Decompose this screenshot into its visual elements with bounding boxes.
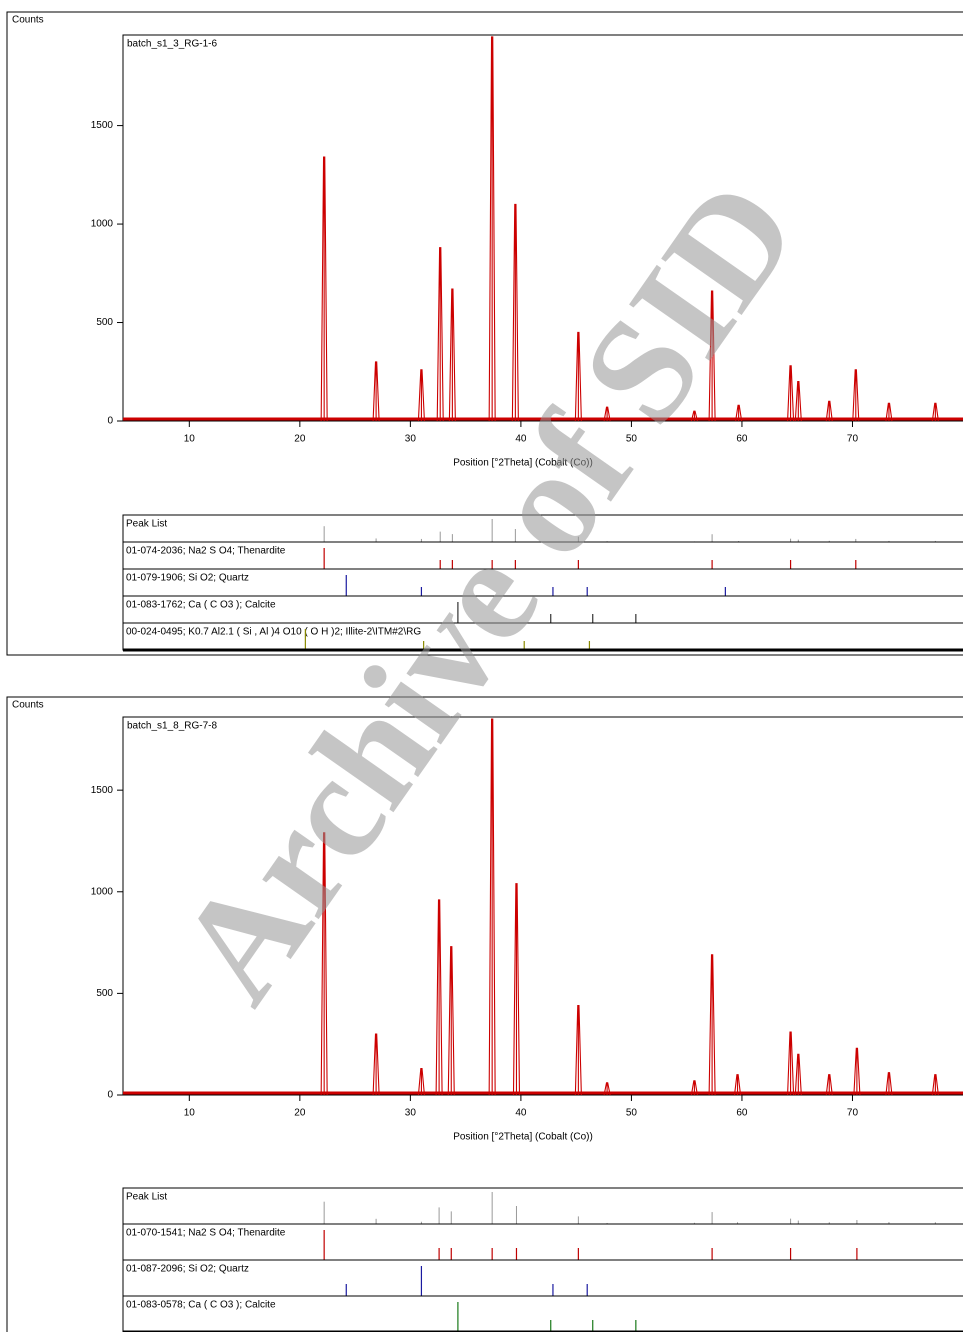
x-tick-label: 60 — [736, 434, 748, 445]
x-tick-label: 70 — [847, 1108, 859, 1119]
x-tick-label: 10 — [184, 1108, 196, 1119]
x-tick-label: 50 — [626, 434, 638, 445]
y-tick-label: 500 — [96, 988, 113, 999]
y-tick-label: 0 — [107, 1090, 113, 1101]
x-axis-title: Position [°2Theta] (Cobalt (Co)) — [453, 1132, 593, 1143]
x-tick-label: 50 — [626, 1108, 638, 1119]
peak — [825, 1074, 833, 1096]
y-tick-label: 1500 — [91, 785, 114, 796]
x-tick-label: 20 — [294, 434, 306, 445]
pattern-name: 01-074-2036; Na2 S O4; Thenardite — [126, 546, 286, 557]
x-tick-label: 40 — [515, 434, 527, 445]
peak — [733, 1074, 742, 1096]
peak — [447, 946, 455, 1096]
x-tick-label: 10 — [184, 434, 196, 445]
peak — [690, 1080, 698, 1096]
peak-list-title: Peak List — [126, 1192, 167, 1203]
x-axis-title: Position [°2Theta] (Cobalt (Co)) — [453, 458, 593, 469]
pattern-name: 00-024-0495; K0.7 Al2.1 ( Si , Al )4 O10… — [126, 627, 421, 638]
peak-list-frame — [122, 514, 963, 651]
peak — [417, 1068, 425, 1096]
peak — [435, 899, 443, 1096]
sample-name: batch_s1_8_RG-7-8 — [127, 721, 217, 732]
peak — [931, 1074, 939, 1096]
y-tick-label: 1500 — [91, 120, 114, 131]
y-tick-label: 500 — [96, 317, 113, 328]
peak — [931, 402, 939, 422]
peak — [574, 331, 582, 422]
peak — [885, 1072, 893, 1096]
peak — [787, 365, 795, 422]
y-tick-label: 1000 — [91, 886, 114, 897]
peak — [825, 400, 833, 422]
sample-name: batch_s1_3_RG-1-6 — [127, 39, 217, 50]
x-tick-label: 60 — [736, 1108, 748, 1119]
peak — [708, 954, 716, 1096]
peak — [448, 288, 456, 422]
pattern-name: 01-070-1541; Na2 S O4; Thenardite — [126, 1228, 286, 1239]
peak — [372, 1033, 380, 1096]
x-tick-label: 20 — [294, 1108, 306, 1119]
peak — [853, 1047, 861, 1096]
y-tick-label: 1000 — [91, 219, 114, 230]
peak — [690, 410, 698, 422]
pattern-name: 01-083-0578; Ca ( C O3 ); Calcite — [126, 1300, 276, 1311]
y-axis-title: Counts — [12, 700, 44, 711]
peak — [735, 404, 743, 422]
x-tick-label: 40 — [515, 1108, 527, 1119]
peak — [320, 832, 328, 1096]
peak — [372, 361, 380, 422]
pattern-name: 01-079-1906; Si O2; Quartz — [126, 573, 249, 584]
pattern-name: 01-087-2096; Si O2; Quartz — [126, 1264, 249, 1275]
peak — [787, 1031, 795, 1096]
peak — [512, 883, 521, 1096]
peak — [603, 406, 611, 422]
peak — [436, 247, 444, 422]
peak — [603, 1082, 611, 1096]
x-tick-label: 30 — [405, 1108, 417, 1119]
peak — [885, 402, 893, 422]
peak — [488, 718, 496, 1096]
y-tick-label: 0 — [107, 416, 113, 427]
peak — [488, 36, 496, 422]
peak — [511, 203, 519, 422]
peak — [708, 290, 716, 422]
x-tick-label: 30 — [405, 434, 417, 445]
peak — [320, 156, 328, 422]
peak-list-title: Peak List — [126, 519, 167, 530]
plot-frame — [122, 716, 963, 1096]
peak — [574, 1005, 582, 1096]
pattern-name: 01-083-1762; Ca ( C O3 ); Calcite — [126, 600, 276, 611]
x-tick-label: 70 — [847, 434, 859, 445]
plot-frame — [122, 34, 963, 422]
peak — [417, 369, 425, 422]
peak — [794, 1053, 802, 1096]
y-axis-title: Counts — [12, 15, 44, 26]
peak — [794, 381, 802, 422]
peak — [852, 369, 860, 422]
